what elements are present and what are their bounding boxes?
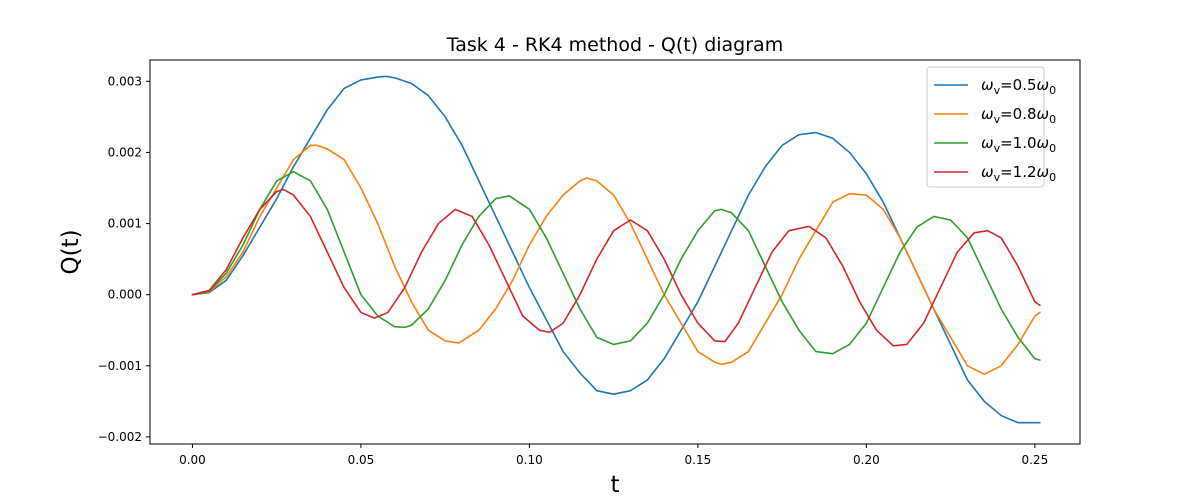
legend: ωv=0.5ω0 ωv=0.8ω0 ωv=1.0ω0 ωv=1.2ω0 (926, 66, 1056, 188)
x-axis-ticks: 0.00 0.05 0.10 0.15 0.20 0.25 (179, 444, 1048, 467)
y-axis-label: Q(t) (58, 229, 84, 274)
legend-label-0: ωv=0.5ω0 (981, 76, 1056, 97)
y-tick-label-0: −0.002 (98, 430, 142, 444)
chart-title: Task 4 - RK4 method - Q(t) diagram (446, 34, 783, 56)
x-tick-label-3: 0.15 (685, 453, 712, 467)
x-tick-label-1: 0.05 (348, 453, 375, 467)
y-tick-label-4: 0.002 (108, 145, 142, 159)
legend-label-1: ωv=0.8ω0 (981, 105, 1056, 126)
x-tick-label-5: 0.25 (1021, 453, 1048, 467)
legend-label-3: ωv=1.2ω0 (981, 163, 1056, 184)
y-tick-label-5: 0.003 (108, 74, 142, 88)
series-line-1 (191, 144, 1041, 376)
legend-box (926, 66, 1045, 188)
x-tick-label-4: 0.20 (853, 453, 880, 467)
series-line-3 (191, 188, 1041, 347)
y-tick-label-1: −0.001 (98, 359, 142, 373)
y-tick-label-2: 0.000 (108, 288, 142, 302)
x-axis-label: t (610, 472, 619, 498)
plot-lines (191, 75, 1041, 424)
legend-label-2: ωv=1.0ω0 (981, 134, 1056, 155)
x-tick-label-2: 0.10 (516, 453, 543, 467)
series-line-2 (191, 170, 1041, 361)
plot-area-frame (149, 59, 1081, 445)
y-axis-ticks: −0.002 −0.001 0.000 0.001 0.002 0.003 (98, 74, 150, 444)
x-tick-label-0: 0.00 (179, 453, 206, 467)
y-tick-label-3: 0.001 (108, 217, 142, 231)
